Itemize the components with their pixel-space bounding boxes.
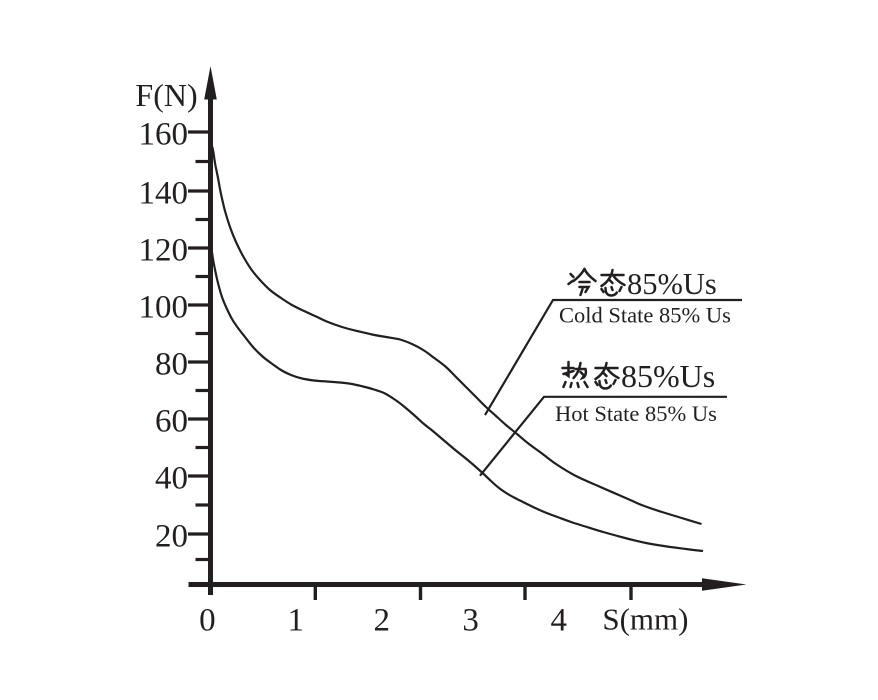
svg-text:100: 100: [139, 290, 189, 326]
svg-text:S(mm): S(mm): [602, 602, 688, 637]
svg-text:1: 1: [287, 603, 304, 639]
svg-text:140: 140: [139, 176, 189, 212]
svg-text:Cold State 85% Us: Cold State 85% Us: [559, 303, 731, 328]
svg-text:120: 120: [139, 233, 189, 269]
svg-text:F(N): F(N): [135, 77, 197, 113]
svg-text:20: 20: [155, 519, 188, 555]
svg-text:0: 0: [199, 603, 216, 639]
svg-text:2: 2: [373, 603, 390, 639]
svg-text:4: 4: [551, 603, 568, 639]
svg-text:3: 3: [462, 603, 479, 639]
svg-text:40: 40: [155, 461, 188, 497]
svg-text:80: 80: [155, 347, 188, 383]
svg-text:160: 160: [139, 117, 189, 153]
svg-text:85%Us: 85%Us: [621, 358, 715, 394]
svg-text:60: 60: [155, 404, 188, 440]
svg-text:85%Us: 85%Us: [627, 267, 717, 301]
svg-text:Hot State 85% Us: Hot State 85% Us: [555, 401, 717, 426]
